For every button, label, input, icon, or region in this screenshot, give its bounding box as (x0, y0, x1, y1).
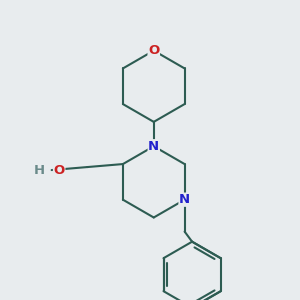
Text: O: O (148, 44, 159, 57)
Text: N: N (179, 193, 190, 206)
Text: O: O (53, 164, 65, 177)
Text: H: H (34, 164, 45, 177)
Text: N: N (148, 140, 159, 153)
